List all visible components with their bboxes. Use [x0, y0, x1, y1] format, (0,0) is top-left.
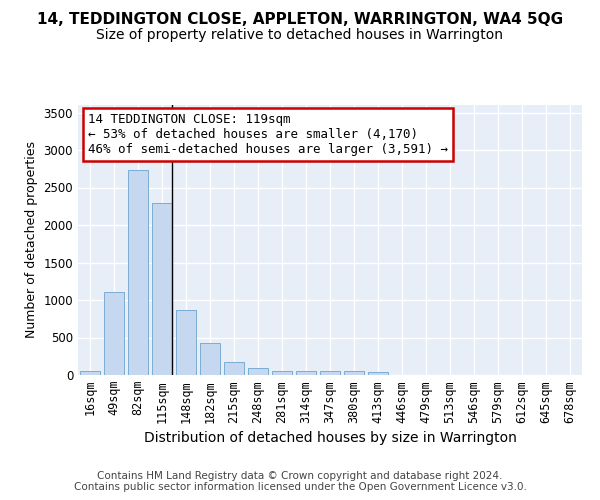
Bar — [224, 362, 244, 375]
Text: 14, TEDDINGTON CLOSE, APPLETON, WARRINGTON, WA4 5QG: 14, TEDDINGTON CLOSE, APPLETON, WARRINGT… — [37, 12, 563, 28]
Bar — [248, 368, 268, 375]
Bar — [368, 372, 388, 375]
Text: Contains HM Land Registry data © Crown copyright and database right 2024.
Contai: Contains HM Land Registry data © Crown c… — [74, 471, 526, 492]
Bar — [296, 370, 316, 375]
Y-axis label: Number of detached properties: Number of detached properties — [25, 142, 38, 338]
Bar — [272, 371, 292, 375]
Bar — [128, 170, 148, 375]
Bar — [152, 203, 172, 375]
Text: 14 TEDDINGTON CLOSE: 119sqm
← 53% of detached houses are smaller (4,170)
46% of : 14 TEDDINGTON CLOSE: 119sqm ← 53% of det… — [88, 113, 448, 156]
Bar — [344, 371, 364, 375]
Bar — [200, 343, 220, 375]
Bar — [176, 310, 196, 375]
Bar — [104, 292, 124, 375]
X-axis label: Distribution of detached houses by size in Warrington: Distribution of detached houses by size … — [143, 431, 517, 445]
Bar — [320, 371, 340, 375]
Text: Size of property relative to detached houses in Warrington: Size of property relative to detached ho… — [97, 28, 503, 42]
Bar — [80, 371, 100, 375]
